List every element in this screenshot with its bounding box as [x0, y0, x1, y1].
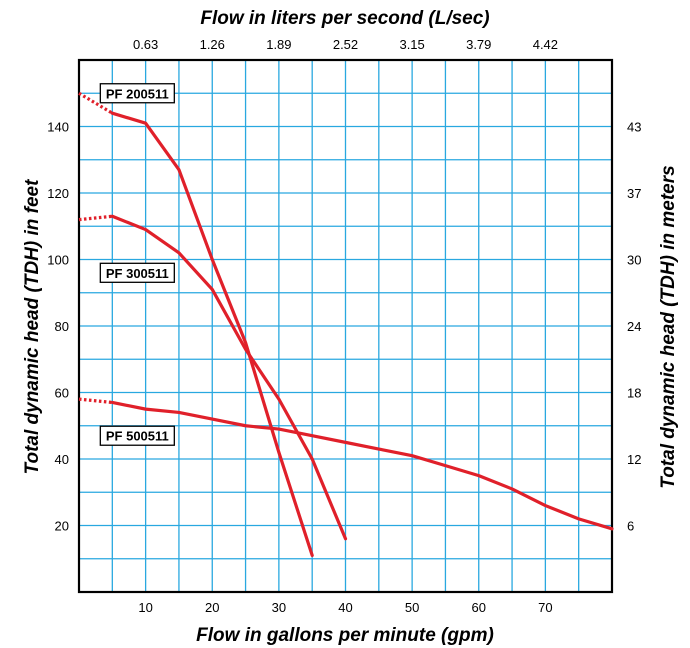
grid-lines [79, 60, 612, 592]
x-axis-title: Flow in gallons per minute (gpm) [196, 625, 494, 646]
x-tick-label: 70 [538, 600, 552, 615]
pf-200511-label: PF 200511 [106, 86, 169, 101]
y-tick-label: 60 [55, 386, 69, 401]
plot-border [77, 58, 614, 594]
x2-tick-label: 3.15 [399, 37, 424, 52]
x-tick-label: 60 [472, 600, 486, 615]
y-tick-label: 100 [47, 253, 69, 268]
x2-tick-label: 0.63 [133, 37, 158, 52]
x2-tick-label: 3.79 [466, 37, 491, 52]
x-tick-label: 20 [205, 600, 219, 615]
pf-300511-label-box [99, 262, 175, 283]
x-tick-label: 30 [272, 600, 286, 615]
plot-frame [77, 58, 614, 594]
pf-300511-label: PF 300511 [106, 266, 169, 281]
y-tick-label: 80 [55, 319, 69, 334]
curves [78, 91, 614, 558]
pf-500511-label-box [99, 425, 175, 446]
y2-tick-label: 37 [627, 186, 641, 201]
pf-300511-curve [110, 214, 348, 541]
tick-labels: 10 20 30 40 50 60 70 20 40 60 80 100 120 140 0.63 1.26 1… [47, 37, 641, 615]
y2-tick-label: 43 [627, 120, 641, 135]
pf-500511-curve [110, 400, 614, 531]
x2-axis-title: Flow in liters per second (L/sec) [200, 8, 489, 29]
y2-tick-label: 24 [627, 319, 641, 334]
x-tick-label: 40 [338, 600, 352, 615]
y-tick-label: 140 [47, 120, 69, 135]
y2-axis-title: Total dynamic head (TDH) in meters [658, 165, 679, 488]
pf-200511-dotted-extension [78, 91, 114, 115]
y-axis-title: Total dynamic head (TDH) in feet [22, 179, 43, 475]
y-tick-label: 40 [55, 452, 69, 467]
series-labels: PF 200511 PF 300511 PF 500511 [99, 83, 175, 446]
y-tick-label: 120 [47, 186, 69, 201]
x2-tick-label: 4.42 [533, 37, 558, 52]
x-tick-label: 10 [138, 600, 152, 615]
x-tick-label: 50 [405, 600, 419, 615]
y-tick-label: 20 [55, 519, 69, 534]
y2-tick-label: 12 [627, 452, 641, 467]
y2-tick-label: 30 [627, 253, 641, 268]
x2-tick-label: 1.26 [200, 37, 225, 52]
y2-tick-label: 18 [627, 386, 641, 401]
y2-tick-label: 6 [627, 519, 634, 534]
pf-200511-label-box [99, 83, 175, 104]
pf-500511-label: PF 500511 [106, 429, 169, 444]
x2-tick-label: 2.52 [333, 37, 358, 52]
pf-300511-dotted-extension [78, 214, 113, 222]
pf-500511-dotted-extension [78, 397, 113, 405]
x2-tick-label: 1.89 [266, 37, 291, 52]
